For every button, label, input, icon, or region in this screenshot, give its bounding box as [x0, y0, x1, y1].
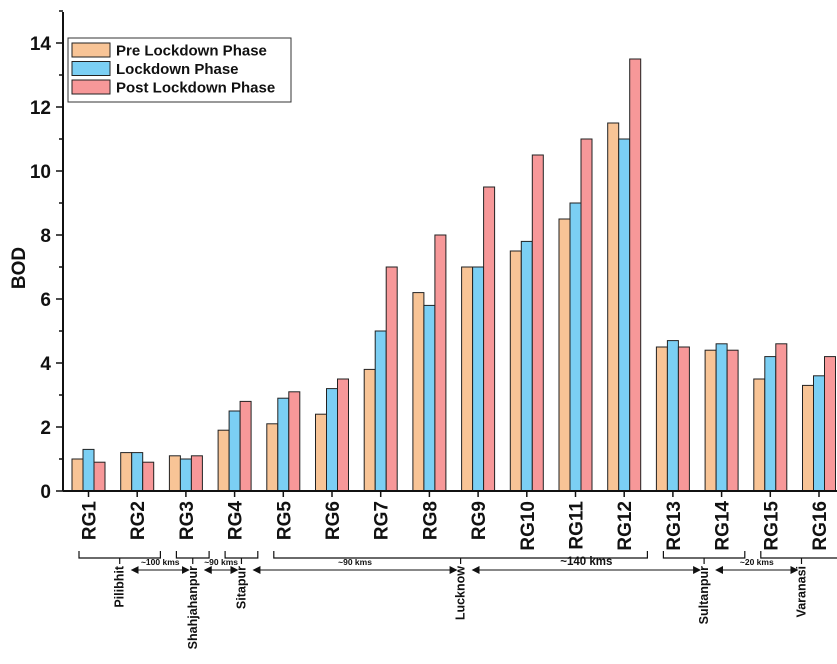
bar-rg1-series-3	[93, 461, 106, 492]
bar-rg6-series-1	[315, 413, 327, 492]
legend-label-2: Lockdown Phase	[116, 61, 239, 78]
y-tick-label: 14	[30, 34, 52, 55]
bar-rg8-series-1	[412, 292, 425, 492]
axes-layer	[62, 12, 837, 492]
bar-rg2-series-2	[131, 452, 144, 492]
y-tick-label: 6	[40, 290, 51, 311]
bar-rg16-series-2	[813, 375, 825, 492]
bar-rg12-series-3	[629, 58, 642, 492]
bar-rg9-series-2	[472, 266, 485, 492]
y-tick-label: 0	[40, 482, 51, 503]
region-label-shahjahanpur: Shahjahanpur	[186, 566, 200, 649]
x-tick-label-rg2: RG2	[128, 501, 149, 540]
x-tick-label-rg6: RG6	[323, 501, 344, 540]
legend-swatch-3	[71, 79, 111, 95]
y-tick-label: 8	[40, 226, 51, 247]
x-tick-label-rg5: RG5	[274, 501, 295, 541]
bar-rg14-series-3	[726, 349, 739, 492]
bar-rg10-series-3	[531, 154, 544, 492]
x-tick-label-rg14: RG14	[713, 501, 734, 551]
bar-rg7-series-1	[363, 368, 376, 492]
distance-label: ~140 kms	[560, 556, 612, 568]
region-label-sitapur: Sitapur	[234, 566, 248, 609]
y-tick-label: 2	[40, 418, 51, 439]
x-tick-label-rg1: RG1	[80, 501, 101, 541]
bar-rg11-series-2	[569, 202, 582, 492]
bar-rg12-series-1	[607, 122, 620, 492]
distance-label: ~90 kms	[338, 557, 372, 567]
bar-rg11-series-3	[580, 138, 593, 492]
bar-rg10-series-1	[509, 250, 522, 492]
bar-rg15-series-1	[753, 378, 766, 492]
bar-rg4-series-2	[228, 410, 241, 492]
bar-rg14-series-1	[704, 349, 717, 492]
bars-layer	[71, 58, 836, 492]
x-tick-label-rg9: RG9	[469, 501, 490, 540]
regions-layer: Pilibhit Shahjahanpur Sitapur Lucknow Sultan…	[78, 551, 837, 649]
bar-rg13-series-2	[666, 340, 679, 492]
distance-label: ~100 kms	[141, 557, 180, 567]
bar-rg7-series-3	[385, 266, 398, 492]
bar-rg15-series-2	[764, 356, 777, 492]
bar-rg2-series-1	[120, 452, 133, 492]
bar-rg12-series-2	[618, 138, 631, 492]
bar-rg3-series-3	[190, 455, 203, 492]
bar-rg11-series-1	[558, 218, 571, 492]
x-labels-layer: RG1 RG2 RG3 RG4 RG5 RG6 RG7 RG8 RG9 RG10 RG11 RG12 R…	[80, 491, 831, 551]
bar-rg6-series-3	[337, 378, 349, 492]
x-tick-label-rg8: RG8	[420, 501, 441, 540]
legend-swatch-2	[71, 61, 111, 76]
region-bracket-sultanpur	[662, 551, 746, 559]
bar-rg3-series-2	[179, 458, 192, 492]
bar-rg7-series-2	[374, 330, 387, 492]
bar-rg1-series-2	[82, 448, 95, 492]
region-label-sultanpur: Sultanpur	[697, 566, 711, 624]
x-tick-label-rg3: RG3	[177, 501, 198, 540]
legend-label-3: Post Lockdown Phase	[116, 80, 275, 97]
bar-rg4-series-3	[239, 400, 252, 492]
bar-rg9-series-3	[483, 186, 496, 492]
legend-swatch-1	[71, 42, 111, 58]
bar-rg9-series-1	[461, 266, 474, 492]
distance-label: ~20 kms	[740, 557, 774, 567]
bar-rg5-series-1	[266, 423, 279, 492]
region-label-lucknow: Lucknow	[454, 566, 468, 620]
bar-rg5-series-3	[288, 391, 301, 492]
x-tick-label-rg4: RG4	[226, 501, 247, 541]
y-axis-title: BOD	[9, 247, 30, 289]
bar-rg3-series-1	[168, 455, 181, 492]
x-tick-label-rg15: RG15	[761, 501, 782, 551]
bar-rg1-series-1	[71, 458, 84, 492]
bar-rg13-series-3	[677, 346, 690, 492]
y-tick-label: 12	[30, 98, 51, 119]
bar-rg4-series-1	[217, 429, 230, 492]
bar-rg14-series-2	[715, 343, 728, 492]
x-tick-label-rg12: RG12	[615, 501, 636, 551]
bar-rg16-series-1	[802, 384, 814, 492]
x-tick-label-rg10: RG10	[518, 501, 539, 551]
x-tick-label-rg16: RG16	[810, 501, 831, 551]
legend-label-1: Pre Lockdown Phase	[116, 43, 267, 60]
bar-rg16-series-3	[824, 356, 836, 492]
bar-rg13-series-1	[655, 346, 668, 492]
y-tick-label: 10	[30, 162, 51, 183]
bar-rg2-series-3	[142, 461, 155, 492]
region-label-varanasi: Varanasi	[795, 566, 809, 617]
region-label-pilibhit: Pilibhit	[113, 565, 127, 608]
x-tick-label-rg13: RG13	[664, 501, 685, 551]
x-tick-label-rg11: RG11	[567, 501, 588, 550]
y-ticks-layer: 0 2 4 6 8 10 12 14	[30, 10, 63, 503]
bar-rg6-series-2	[326, 388, 338, 492]
bar-rg8-series-3	[434, 234, 447, 492]
bar-rg5-series-2	[277, 397, 290, 492]
bar-rg15-series-3	[775, 343, 788, 492]
y-tick-label: 4	[40, 354, 51, 375]
bar-rg8-series-2	[423, 304, 436, 492]
distance-label: ~90 kms	[204, 557, 238, 567]
bar-rg10-series-2	[520, 240, 533, 492]
x-tick-label-rg7: RG7	[372, 501, 393, 540]
